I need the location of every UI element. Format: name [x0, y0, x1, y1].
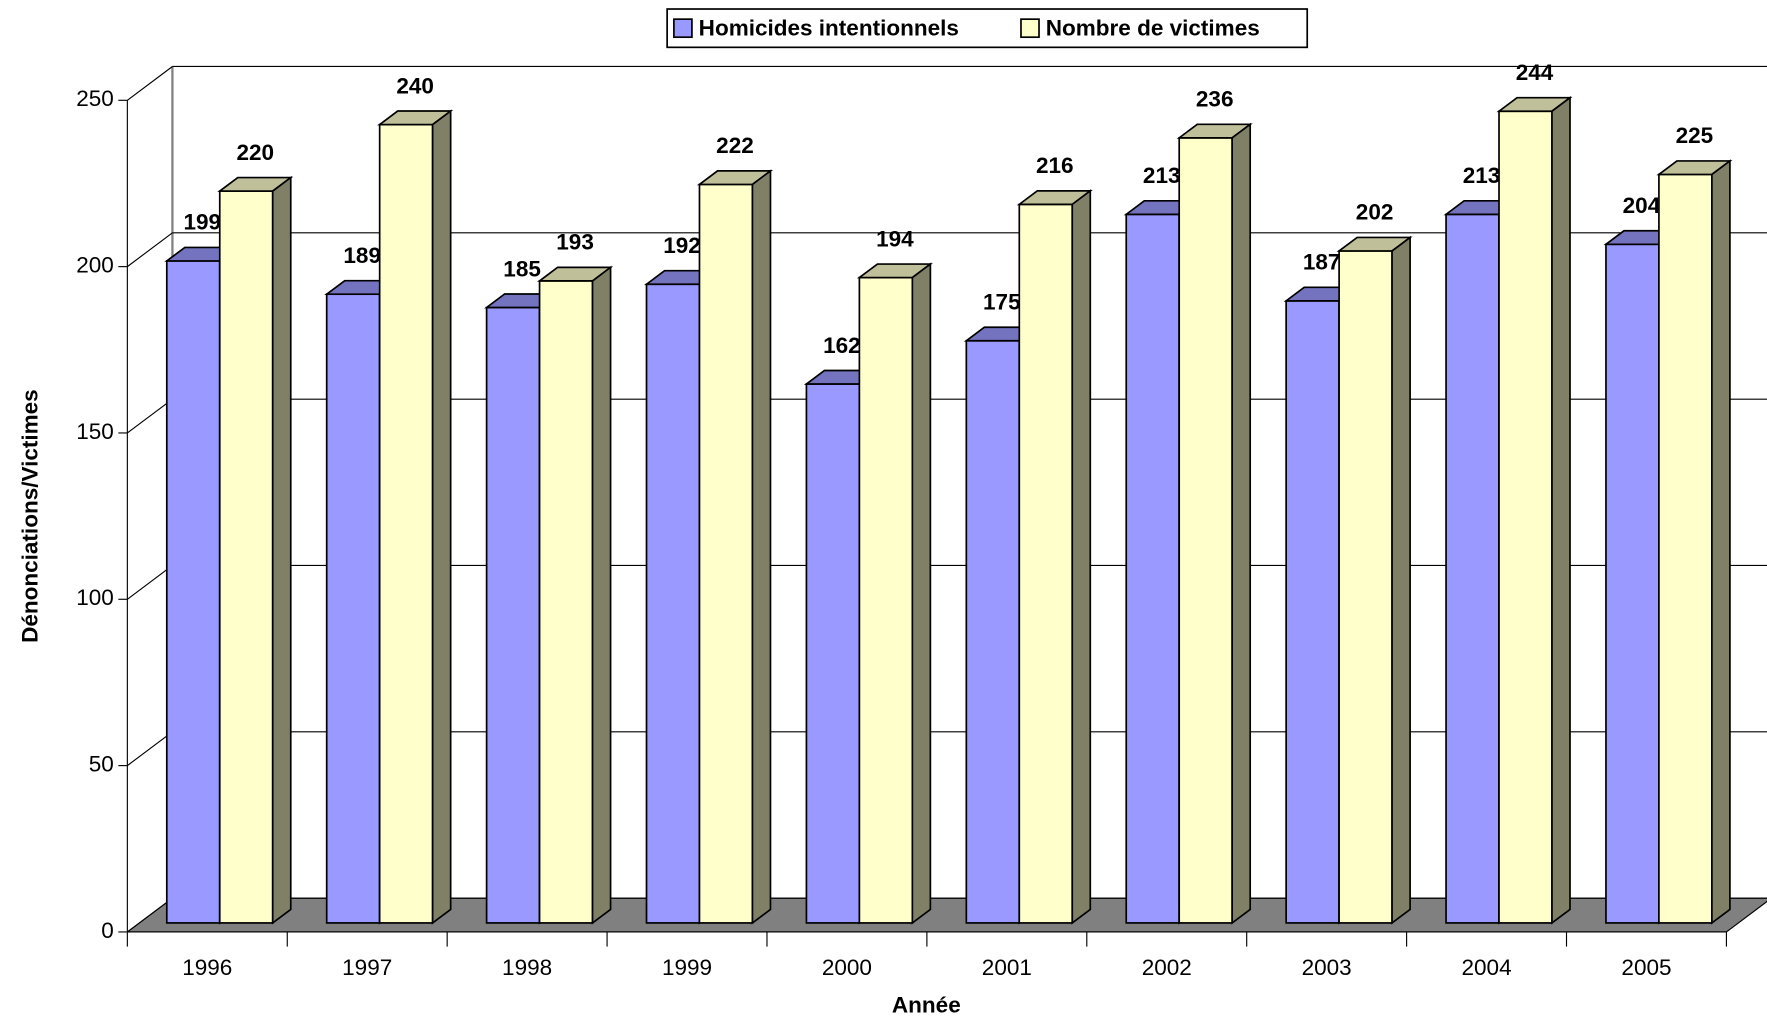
bar [858, 276, 914, 924]
data-label: 244 [1516, 60, 1554, 85]
data-label: 192 [663, 233, 701, 258]
y-tick-label: 200 [76, 253, 114, 278]
bar [645, 283, 701, 924]
bar [1125, 213, 1181, 924]
y-tick-label: 50 [89, 752, 114, 777]
bar-side [1231, 122, 1252, 925]
x-tick-label: 2004 [1462, 955, 1512, 980]
y-tick-label: 0 [101, 918, 114, 943]
y-tick-label: 150 [76, 419, 114, 444]
grid-line [127, 232, 173, 268]
x-tick-label: 1998 [502, 955, 552, 980]
data-label: 185 [503, 256, 541, 281]
x-tick-label: 1997 [342, 955, 392, 980]
grid-line [127, 897, 173, 933]
bar-side [591, 265, 612, 925]
grid-line [127, 565, 173, 600]
bar [1285, 300, 1340, 924]
legend-swatch [1020, 18, 1040, 39]
data-label: 213 [1143, 163, 1181, 188]
data-label: 216 [1036, 153, 1074, 178]
bar-side [1711, 159, 1731, 925]
data-label: 175 [983, 290, 1021, 315]
bar-side [1071, 189, 1092, 925]
y-axis-title: Dénonciations/Victimes [18, 389, 43, 643]
x-tick-label: 1999 [662, 955, 712, 980]
bar [165, 260, 221, 924]
bar [1178, 137, 1234, 924]
x-tick-label: 2005 [1621, 955, 1671, 980]
bar-side [751, 169, 772, 925]
bar-side [431, 109, 452, 925]
x-tick-label: 2001 [982, 955, 1032, 980]
data-label: 213 [1463, 163, 1501, 188]
data-label: 187 [1303, 250, 1341, 275]
bar [218, 190, 274, 924]
grid-line [127, 66, 173, 101]
bar-side [1391, 235, 1411, 925]
legend-swatch [673, 18, 693, 39]
bar [1658, 173, 1713, 924]
bar-side [911, 262, 932, 925]
data-label: 193 [556, 230, 594, 255]
bar [1498, 110, 1553, 924]
data-label: 202 [1356, 200, 1394, 225]
bar-side [271, 175, 292, 925]
data-label: 204 [1623, 193, 1661, 218]
data-label: 194 [876, 226, 914, 251]
bar [805, 383, 861, 924]
bar [1018, 203, 1074, 924]
data-label: 220 [236, 140, 274, 165]
bar [325, 293, 381, 924]
bar [378, 123, 434, 924]
y-tick-label: 100 [76, 585, 114, 610]
x-tick-label: 2000 [822, 955, 872, 980]
bar [698, 183, 754, 924]
bar [965, 339, 1021, 924]
bar [1605, 243, 1660, 924]
bar-side [1551, 96, 1571, 925]
grid-line [127, 398, 173, 434]
data-label: 199 [183, 210, 221, 235]
y-tick-label: 250 [76, 86, 114, 111]
bar [538, 280, 594, 924]
legend-box [666, 8, 1309, 49]
grid-line [127, 731, 173, 767]
data-label: 189 [343, 243, 381, 268]
bar [1338, 250, 1393, 924]
x-tick-label: 1996 [182, 955, 232, 980]
data-label: 225 [1676, 123, 1714, 148]
x-axis-title: Année [892, 992, 961, 1017]
bar [485, 306, 541, 924]
data-label: 236 [1196, 87, 1234, 112]
x-tick-label: 2003 [1302, 955, 1352, 980]
data-label: 222 [716, 133, 754, 158]
legend-label: Nombre de victimes [1046, 15, 1260, 40]
data-label: 162 [823, 333, 861, 358]
data-label: 240 [396, 73, 434, 98]
x-tick-label: 2002 [1142, 955, 1192, 980]
bar [1445, 213, 1500, 924]
legend-label: Homicides intentionnels [699, 15, 959, 40]
